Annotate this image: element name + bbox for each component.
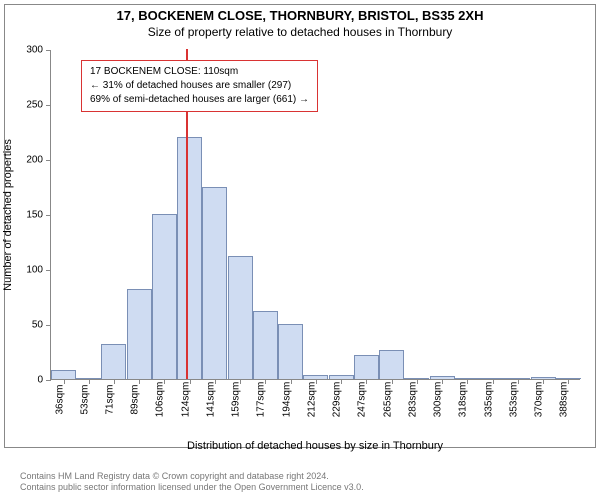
histogram-bar (228, 256, 253, 379)
x-tick-label: 265sqm (382, 382, 393, 418)
y-tick (46, 105, 51, 106)
x-tick-label: 212sqm (306, 382, 317, 418)
y-axis-label: Number of detached properties (2, 139, 14, 291)
y-tick-label: 50 (32, 320, 43, 331)
y-tick-label: 200 (26, 155, 43, 166)
annotation-box: 17 BOCKENEM CLOSE: 110sqm← 31% of detach… (81, 60, 318, 112)
x-tick-label: 106sqm (155, 382, 166, 418)
x-tick-label: 177sqm (256, 382, 267, 418)
x-tick-label: 89sqm (130, 384, 141, 414)
histogram-bar (127, 289, 152, 379)
annotation-line: 17 BOCKENEM CLOSE: 110sqm (90, 65, 309, 79)
y-tick (46, 215, 51, 216)
annotation-line: ← 31% of detached houses are smaller (29… (90, 79, 309, 93)
footer-line1: Contains HM Land Registry data © Crown c… (20, 471, 364, 483)
x-tick-label: 353sqm (508, 382, 519, 418)
x-tick-label: 388sqm (559, 382, 570, 418)
x-tick-label: 141sqm (205, 382, 216, 418)
x-tick-label: 300sqm (433, 382, 444, 418)
y-tick-label: 250 (26, 100, 43, 111)
x-tick (64, 379, 65, 384)
y-tick (46, 50, 51, 51)
x-tick-label: 283sqm (407, 382, 418, 418)
x-tick (89, 379, 90, 384)
x-axis-label: Distribution of detached houses by size … (187, 440, 443, 452)
histogram-bar (152, 214, 177, 379)
x-tick-label: 53sqm (79, 384, 90, 414)
histogram-bar (51, 370, 76, 379)
title-sub: Size of property relative to detached ho… (0, 23, 600, 39)
histogram-bar (278, 324, 303, 379)
plot-area: 17 BOCKENEM CLOSE: 110sqm← 31% of detach… (50, 50, 580, 380)
y-tick-label: 300 (26, 45, 43, 56)
x-tick-label: 71sqm (104, 384, 115, 414)
x-tick-label: 229sqm (332, 382, 343, 418)
x-tick-label: 318sqm (458, 382, 469, 418)
x-tick-label: 194sqm (281, 382, 292, 418)
x-tick-label: 124sqm (180, 382, 191, 418)
y-tick-label: 150 (26, 210, 43, 221)
chart-container: 17 BOCKENEM CLOSE: 110sqm← 31% of detach… (50, 50, 580, 410)
footer-line2: Contains public sector information licen… (20, 482, 364, 494)
y-tick (46, 325, 51, 326)
histogram-bar (101, 344, 126, 379)
histogram-bar (177, 137, 202, 379)
footer-text: Contains HM Land Registry data © Crown c… (20, 471, 364, 494)
x-tick-label: 370sqm (534, 382, 545, 418)
x-tick-label: 247sqm (357, 382, 368, 418)
histogram-bar (379, 350, 404, 379)
x-tick-label: 335sqm (483, 382, 494, 418)
y-tick (46, 270, 51, 271)
y-tick-label: 100 (26, 265, 43, 276)
x-tick-label: 159sqm (231, 382, 242, 418)
annotation-line: 69% of semi-detached houses are larger (… (90, 93, 309, 107)
y-tick (46, 380, 51, 381)
x-tick-label: 36sqm (54, 384, 65, 414)
x-tick (139, 379, 140, 384)
x-tick (114, 379, 115, 384)
histogram-bar (202, 187, 227, 380)
title-main: 17, BOCKENEM CLOSE, THORNBURY, BRISTOL, … (0, 0, 600, 23)
histogram-bar (253, 311, 278, 379)
y-tick (46, 160, 51, 161)
y-tick-label: 0 (37, 375, 43, 386)
histogram-bar (354, 355, 379, 379)
